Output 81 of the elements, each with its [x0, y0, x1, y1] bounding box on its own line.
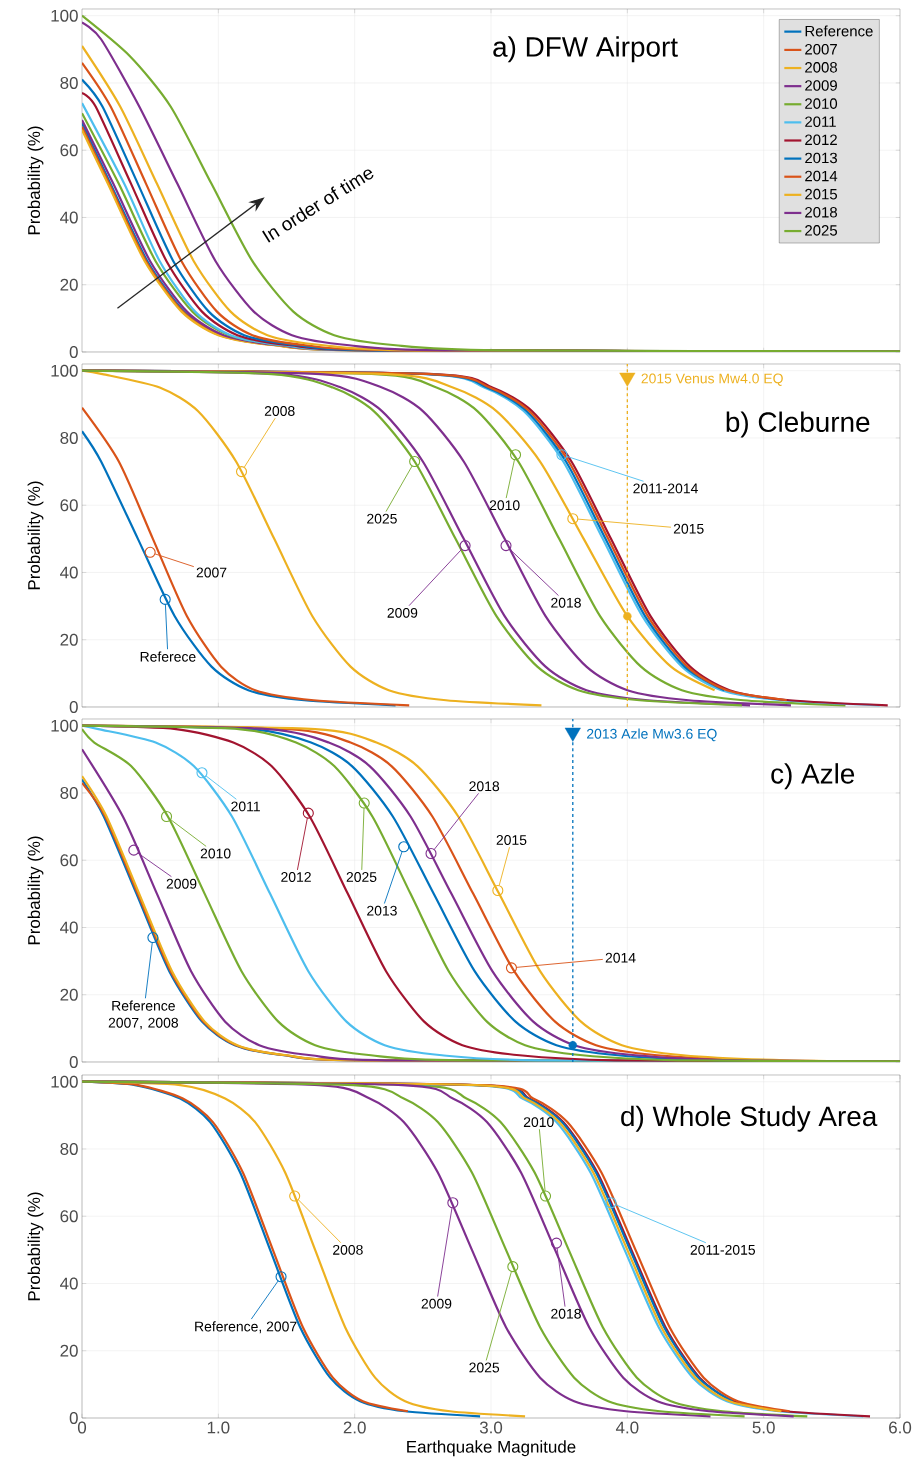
annotation: Referece — [140, 651, 196, 662]
y-tick-label: 60 — [60, 144, 78, 157]
y-tick-label: 80 — [60, 1142, 78, 1155]
annotation: 2009 — [166, 878, 197, 889]
y-tick-label: 20 — [60, 633, 78, 646]
legend-label: 2025 — [805, 225, 838, 236]
annotation: Reference 2007, 2008 — [108, 1000, 179, 1030]
y-tick-label: 40 — [60, 566, 78, 579]
annotation: 2018 — [469, 781, 500, 792]
y-tick-label: 40 — [60, 211, 78, 224]
annotation: 2011 — [231, 801, 260, 812]
x-axis-title: Earthquake Magnitude — [407, 1440, 576, 1457]
legend-label: Reference — [805, 25, 873, 37]
legend-label: 2007 — [805, 43, 837, 55]
annotation: 2015 — [496, 835, 527, 845]
annotation: 2011-2015 — [690, 1244, 756, 1255]
annotation: 2011-2014 — [633, 483, 698, 494]
y-tick-label: 100 — [51, 1075, 78, 1088]
text: d) Whole Study Area — [621, 1105, 878, 1132]
annotation: 2013 — [367, 905, 397, 916]
annotation: 2012 — [281, 872, 311, 882]
legend-label: 2015 — [805, 188, 838, 200]
y-tick-label: 0 — [69, 700, 78, 713]
annotation: 2018 — [551, 1308, 581, 1319]
y-tick-label: 100 — [51, 719, 78, 732]
annotation: 2025 — [469, 1362, 500, 1373]
annotation: In order of time — [262, 169, 374, 243]
annotation: 2009 — [387, 607, 418, 618]
y-tick-label: 40 — [60, 1277, 78, 1290]
annotation: 2010 — [489, 500, 520, 511]
y-tick-label: 60 — [60, 499, 78, 512]
annotation: 2009 — [421, 1298, 452, 1309]
annotation: 2025 — [367, 513, 397, 524]
annotation: 2025 — [346, 872, 377, 882]
legend-label: 2010 — [805, 98, 838, 109]
annotation: 2010 — [523, 1117, 554, 1128]
x-tick-label: 3.0 — [479, 1421, 503, 1434]
legend-label: 2018 — [805, 206, 837, 218]
ref-line-label: 2015 Venus Mw4.0 EQ — [641, 373, 783, 386]
text: a) DFW Airport — [493, 36, 678, 63]
y-axis-title: Probability (%) — [27, 481, 44, 590]
legend-label: 2012 — [805, 134, 837, 146]
y-axis-title: Probability (%) — [27, 1192, 44, 1301]
text: c) Azle — [771, 763, 855, 790]
x-tick-label: 0 — [77, 1421, 87, 1434]
y-axis-title: Probability (%) — [27, 126, 44, 235]
annotation: 2018 — [551, 597, 581, 608]
y-tick-label: 40 — [60, 921, 78, 934]
legend-label: 2009 — [805, 80, 837, 91]
annotation: 2010 — [200, 848, 231, 859]
legend-label: 2011 — [805, 116, 836, 127]
y-tick-label: 80 — [60, 786, 78, 799]
y-tick-label: 0 — [69, 1056, 78, 1068]
legend-label: 2013 — [805, 152, 837, 164]
y-tick-label: 20 — [60, 278, 78, 291]
annotation: Reference, 2007 — [195, 1321, 297, 1334]
x-tick-label: 1.0 — [207, 1421, 230, 1434]
ref-line-label: 2013 Azle Mw3.6 EQ — [587, 728, 717, 742]
annotation: 2007 — [196, 567, 227, 578]
legend-label: 2014 — [805, 170, 838, 182]
y-tick-label: 100 — [51, 364, 78, 377]
legend-label: 2008 — [805, 62, 837, 73]
y-tick-label: 60 — [60, 1210, 78, 1223]
y-tick-label: 0 — [69, 1412, 78, 1424]
x-tick-label: 4.0 — [615, 1421, 639, 1434]
x-tick-label: 6.0 — [889, 1421, 912, 1434]
y-tick-label: 100 — [51, 9, 78, 22]
text: b) Cleburne — [726, 411, 870, 438]
x-tick-label: 2.0 — [343, 1421, 366, 1434]
annotation: 2014 — [605, 952, 636, 963]
y-tick-label: 60 — [60, 854, 78, 867]
y-axis-title: Probability (%) — [27, 836, 44, 945]
x-tick-label: 5.0 — [752, 1421, 775, 1434]
y-tick-label: 80 — [60, 431, 78, 444]
annotation: 2008 — [333, 1244, 363, 1255]
annotation: 2015 — [673, 523, 704, 534]
y-tick-label: 20 — [60, 1344, 78, 1357]
y-tick-label: 0 — [69, 345, 78, 358]
annotation: 2008 — [264, 406, 295, 417]
y-tick-label: 20 — [60, 988, 78, 1001]
y-tick-label: 80 — [60, 76, 78, 89]
